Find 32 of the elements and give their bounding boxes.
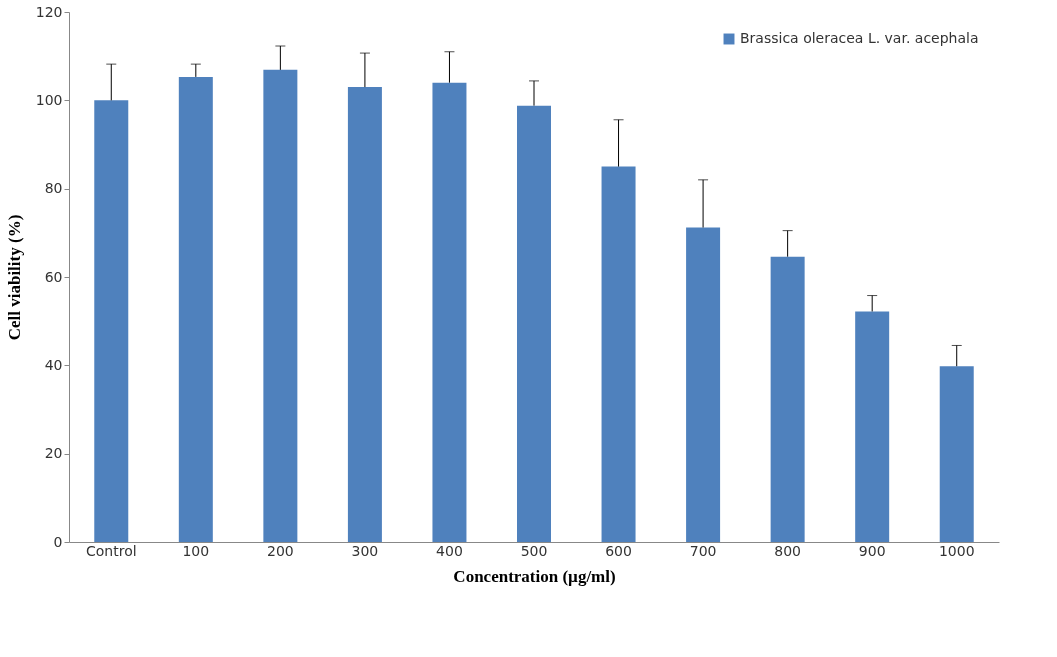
bar (178, 76, 213, 542)
bar (517, 105, 551, 542)
bar (432, 82, 467, 542)
x-tick-label: 1000 (938, 542, 975, 559)
x-tick-label: 500 (520, 542, 548, 559)
x-tick-label: 700 (689, 542, 717, 559)
y-tick-label: 40 (44, 356, 63, 373)
x-tick-label: Control (85, 542, 137, 559)
y-tick-label: 120 (35, 3, 63, 20)
x-tick-label: 300 (351, 542, 379, 559)
x-tick-label: 400 (436, 542, 463, 559)
x-tick-label: 800 (774, 542, 801, 559)
x-tick-label: 100 (182, 542, 210, 559)
x-tick-label: 200 (267, 542, 294, 559)
bar (686, 227, 721, 542)
x-axis-title: Concentration (µg/ml) (453, 566, 616, 586)
bar (770, 256, 805, 542)
y-tick-label: 100 (35, 91, 63, 108)
bar (855, 311, 890, 542)
legend-label: Brassica oleracea L. var. acephala (740, 30, 979, 46)
y-tick-label: 60 (44, 268, 63, 285)
y-tick-label: 80 (44, 180, 63, 197)
y-tick-label: 20 (44, 445, 63, 462)
x-tick-label: 600 (605, 542, 632, 559)
y-tick-label: 0 (53, 533, 63, 550)
x-tick-label: 900 (858, 542, 886, 559)
bar (939, 366, 974, 542)
bar (601, 166, 636, 542)
bar (263, 69, 298, 542)
bar (94, 100, 129, 542)
bar (347, 87, 382, 542)
y-axis-title: Cell viability (%) (4, 214, 24, 341)
